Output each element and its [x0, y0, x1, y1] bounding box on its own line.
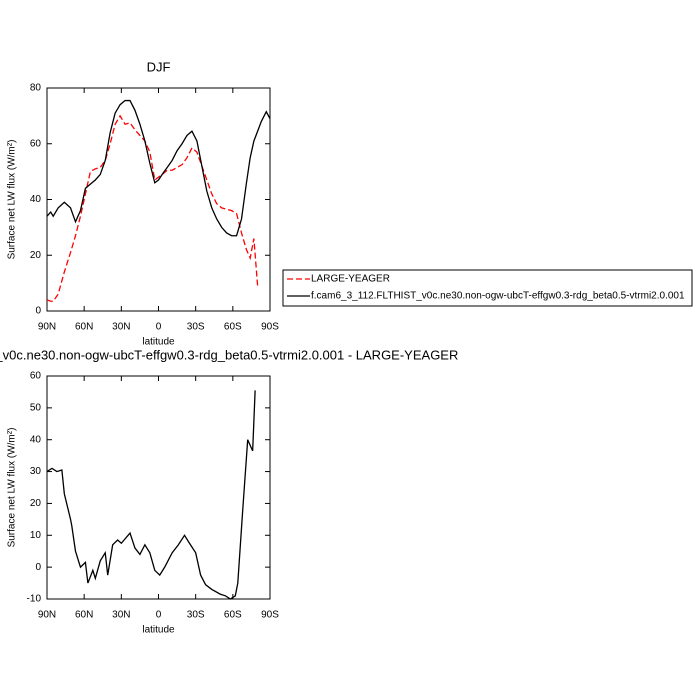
x-axis-label: latitude	[142, 625, 175, 636]
x-tick-label: 60S	[224, 322, 242, 333]
x-tick-label: 30N	[112, 322, 130, 333]
x-tick-label: 30S	[187, 610, 205, 621]
y-tick-label: -10	[27, 594, 42, 605]
y-axis-label: Surface net LW flux (W/m²)	[7, 428, 18, 548]
legend-label: f.cam6_3_112.FLTHIST_v0c.ne30.non-ogw-ub…	[311, 291, 685, 302]
x-tick-label: 60N	[75, 610, 93, 621]
y-axis-label: Surface net LW flux (W/m²)	[7, 140, 18, 260]
x-tick-label: 90S	[261, 322, 279, 333]
x-axis-label: latitude	[142, 337, 175, 348]
x-tick-label: 90S	[261, 610, 279, 621]
chart-title: DJF	[147, 59, 171, 74]
y-tick-label: 60	[30, 138, 42, 149]
y-tick-label: 40	[30, 194, 42, 205]
y-tick-label: 80	[30, 83, 42, 94]
y-tick-label: 60	[30, 371, 42, 382]
x-tick-label: 0	[156, 322, 162, 333]
legend-box	[282, 269, 693, 307]
y-tick-label: 30	[30, 466, 42, 477]
y-tick-label: 20	[30, 250, 42, 261]
x-tick-label: 30S	[187, 322, 205, 333]
x-tick-label: 0	[156, 610, 162, 621]
chart-title: f.cam6_3_112.FLTHIST_v0c.ne30.non-ogw-ub…	[0, 347, 458, 362]
y-tick-label: 40	[30, 434, 42, 445]
data-line	[46, 390, 256, 600]
y-tick-label: 0	[35, 306, 41, 317]
x-tick-label: 90N	[38, 322, 56, 333]
x-tick-label: 60N	[75, 322, 93, 333]
y-tick-label: 20	[30, 498, 42, 509]
y-tick-label: 0	[35, 562, 41, 573]
plot-frame	[46, 87, 271, 312]
x-tick-label: 60S	[224, 610, 242, 621]
x-tick-label: 30N	[112, 610, 130, 621]
y-tick-label: 10	[30, 530, 42, 541]
data-line	[46, 114, 259, 302]
x-tick-label: 90N	[38, 610, 56, 621]
legend-label: LARGE-YEAGER	[311, 274, 390, 285]
data-line	[46, 99, 271, 237]
y-tick-label: 50	[30, 402, 42, 413]
